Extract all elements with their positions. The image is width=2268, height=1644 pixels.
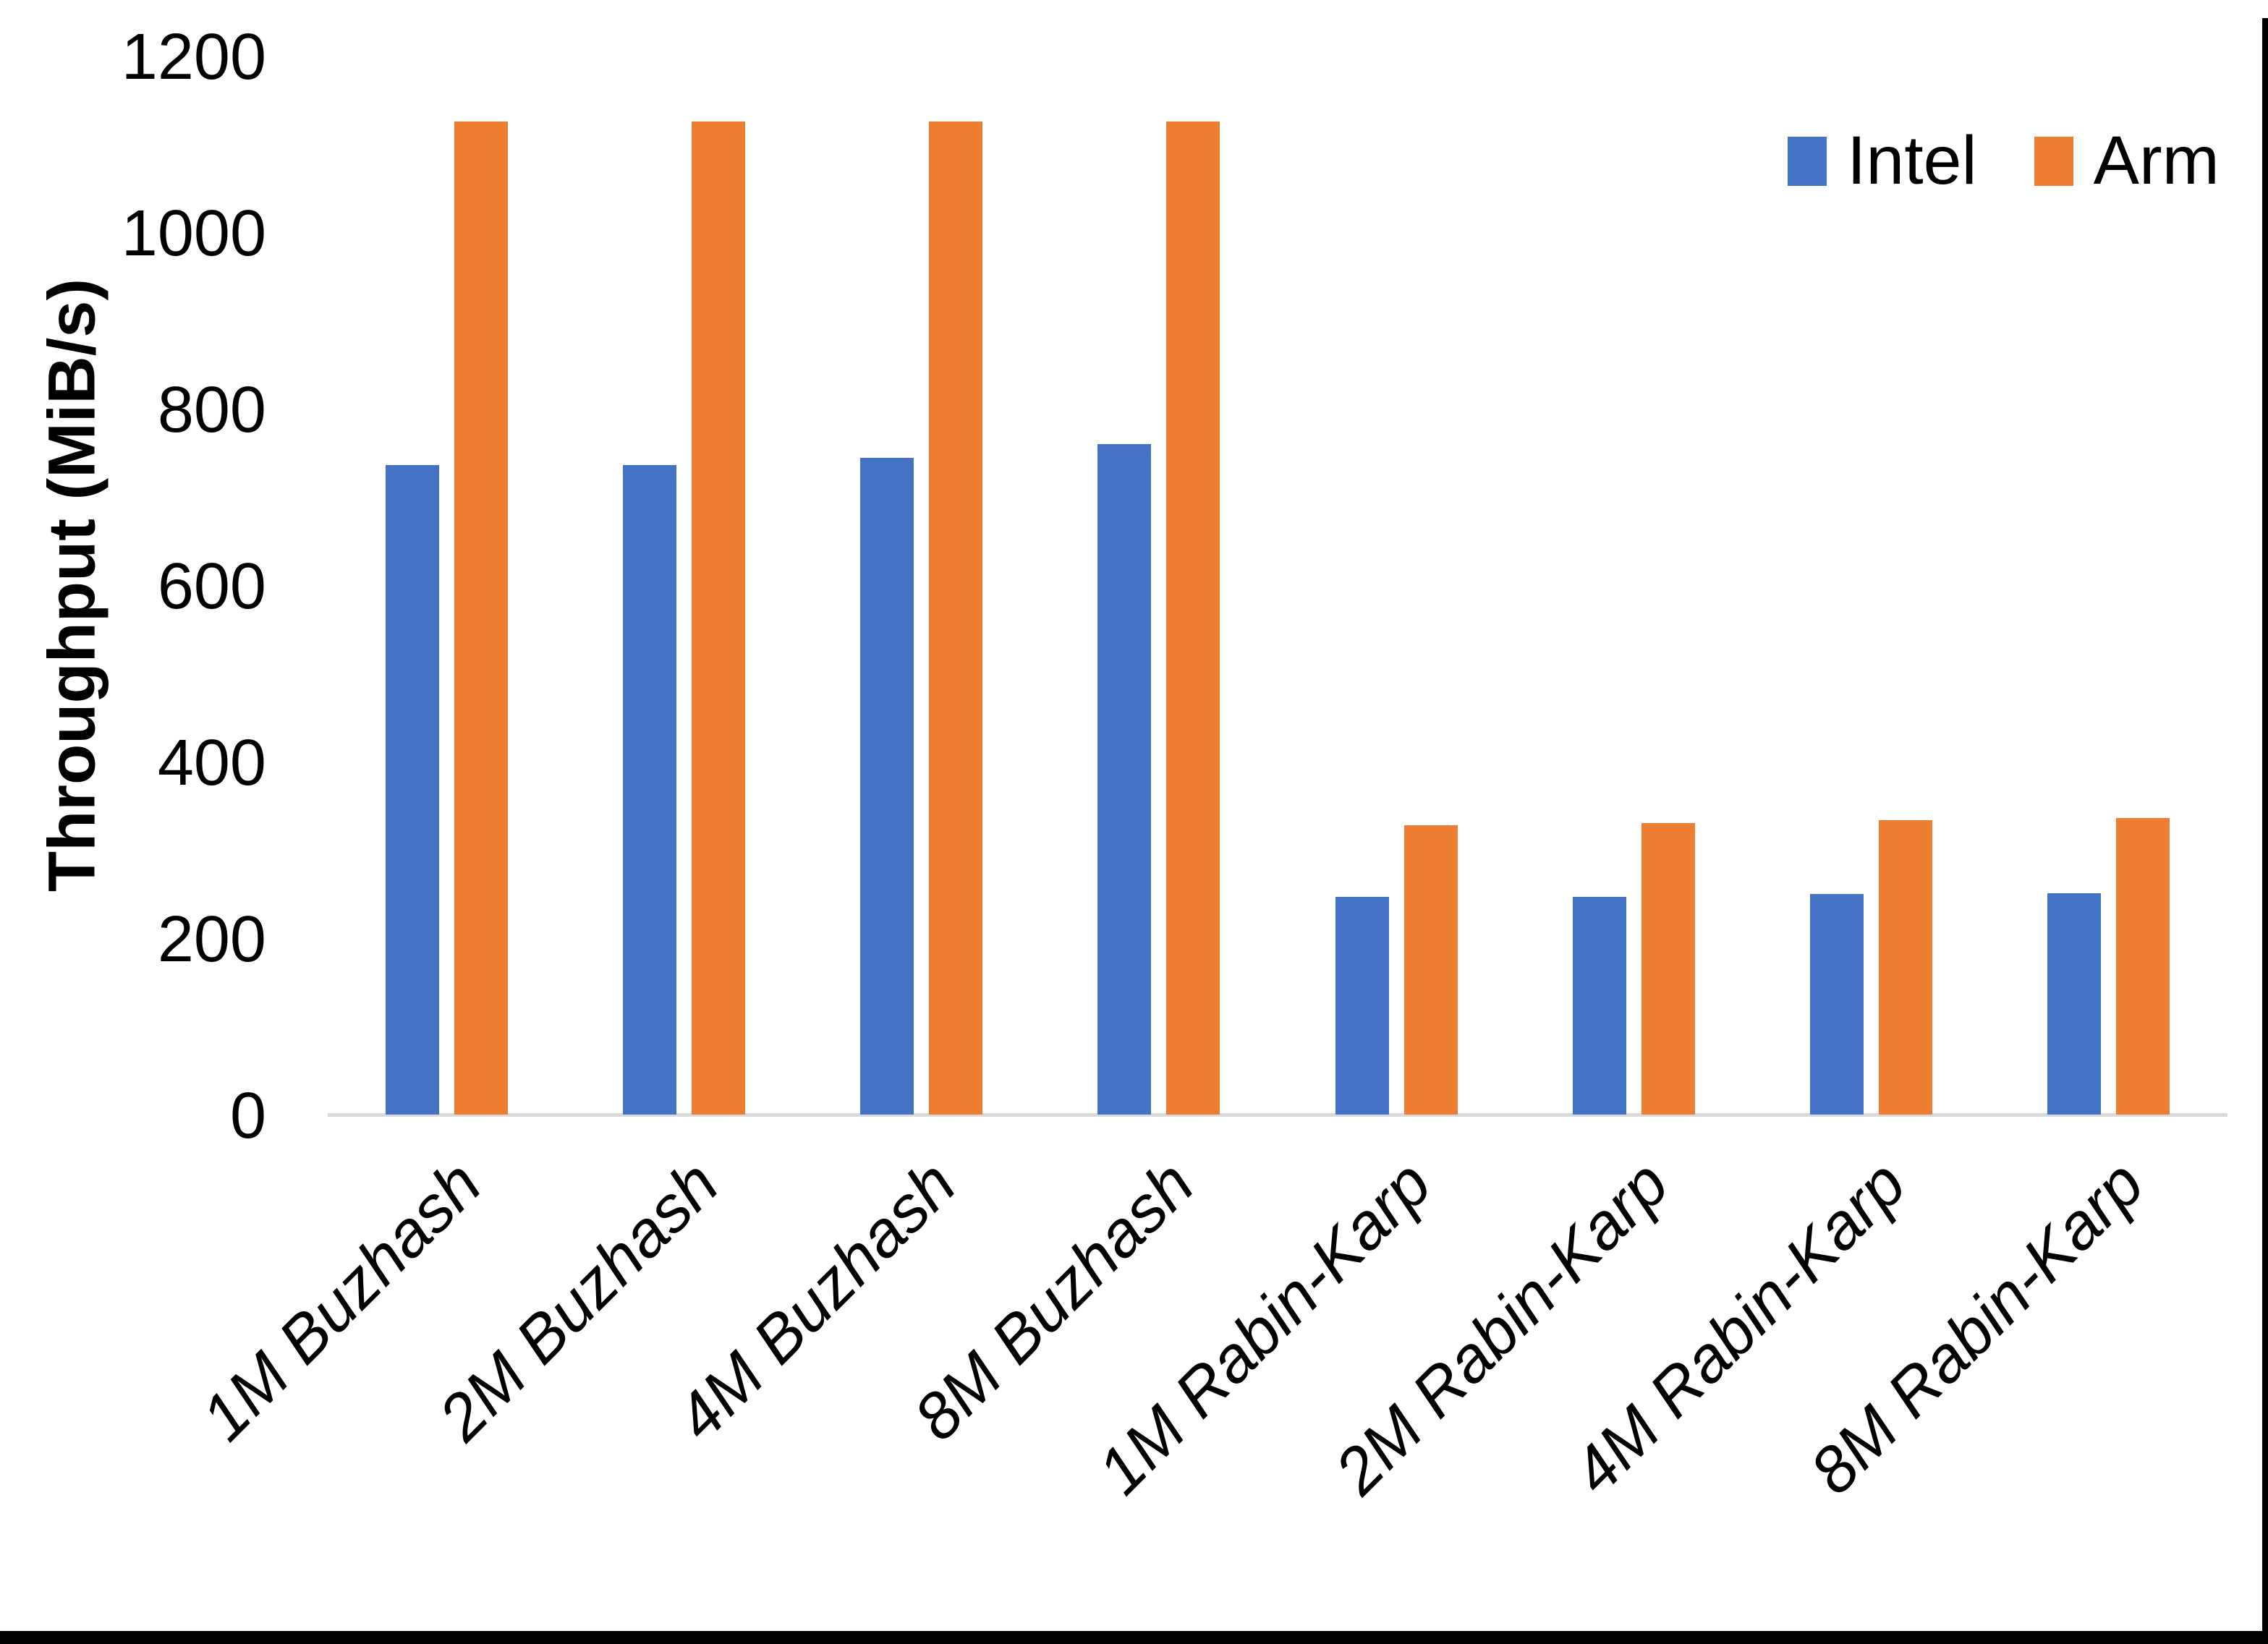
bar-arm-1m-rabin-karp	[1403, 825, 1458, 1115]
bar-intel-2m-rabin-karp	[1572, 897, 1626, 1115]
y-tick-label-1200: 1200	[121, 21, 266, 93]
bar-intel-1m-rabin-karp	[1335, 897, 1389, 1115]
bar-intel-8m-buzhash	[1097, 444, 1152, 1115]
bar-arm-1m-buzhash	[454, 122, 508, 1115]
bar-arm-2m-rabin-karp	[1641, 823, 1695, 1115]
legend-label-arm: Arm	[2093, 122, 2220, 199]
window-border-bottom	[0, 1631, 2268, 1644]
y-tick-label-0: 0	[229, 1080, 266, 1152]
bar-arm-4m-buzhash	[929, 122, 983, 1115]
window-border-right	[2262, 18, 2268, 1644]
bar-intel-4m-buzhash	[860, 458, 914, 1115]
y-tick-label-1000: 1000	[121, 197, 266, 270]
bar-intel-1m-buzhash	[385, 465, 439, 1115]
y-tick-label-600: 600	[157, 550, 266, 623]
bar-intel-8m-rabin-karp	[2047, 893, 2102, 1115]
y-tick-label-200: 200	[157, 903, 266, 976]
bar-arm-2m-buzhash	[691, 122, 745, 1115]
bar-arm-8m-rabin-karp	[2116, 818, 2170, 1115]
y-tick-label-400: 400	[157, 727, 266, 799]
bar-intel-4m-rabin-karp	[1810, 894, 1864, 1115]
legend-label-intel: Intel	[1847, 122, 1977, 199]
legend-item-arm: Arm	[2034, 122, 2220, 200]
bar-intel-2m-buzhash	[622, 465, 676, 1115]
y-axis-title: Throughput (MiB/s)	[35, 278, 109, 893]
legend-swatch-intel	[1788, 136, 1827, 186]
legend: Intel Arm	[1788, 122, 2220, 200]
legend-item-intel: Intel	[1788, 122, 1977, 200]
y-tick-label-800: 800	[157, 374, 266, 446]
legend-swatch-arm	[2034, 136, 2073, 186]
bar-arm-8m-buzhash	[1166, 122, 1220, 1115]
bar-arm-4m-rabin-karp	[1879, 820, 1933, 1115]
x-axis-line	[328, 1113, 2227, 1117]
